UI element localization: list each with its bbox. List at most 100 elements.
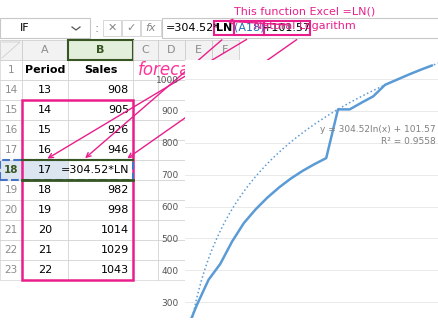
Text: E: E [194,45,201,55]
Text: 21: 21 [38,245,52,255]
Bar [0,200,22,220]
Bar [0,180,22,200]
Bar [22,200,68,220]
Bar [162,18,438,38]
Text: ✓: ✓ [126,23,135,33]
Bar [0,40,22,60]
Text: 23: 23 [4,265,18,275]
Text: 13: 13 [38,85,52,95]
Bar [141,20,161,36]
Text: 18: 18 [38,185,52,195]
Bar [22,180,68,200]
Bar [233,21,263,35]
Text: A: A [41,45,49,55]
Text: 16: 16 [4,125,18,135]
Text: 1: 1 [8,65,14,75]
Bar [0,120,22,140]
Bar [158,260,184,280]
Bar [213,21,233,35]
Bar [68,260,133,280]
Bar [68,160,133,180]
Bar [158,240,184,260]
Bar [212,160,238,180]
Text: y = 304.52ln(x) + 101.57
R² = 0.9558: y = 304.52ln(x) + 101.57 R² = 0.9558 [319,124,434,146]
Text: 15: 15 [4,105,18,115]
Text: 1014: 1014 [101,225,129,235]
Bar [0,140,22,160]
Bar [184,240,212,260]
Bar [22,60,68,80]
Bar [133,120,158,140]
Bar [263,21,309,35]
Text: 982: 982 [107,185,129,195]
Text: 908: 908 [107,85,129,95]
Bar [212,220,238,240]
Bar [184,40,212,60]
Bar [0,260,22,280]
Bar [158,60,184,80]
Bar [22,40,68,60]
Bar [68,200,133,220]
Bar [133,80,158,100]
Bar [184,120,212,140]
Bar [22,80,68,100]
Text: D: D [167,45,175,55]
Bar [133,260,158,280]
Bar [133,200,158,220]
Bar [133,40,158,60]
Bar [68,220,133,240]
Bar [158,40,184,60]
Bar [212,120,238,140]
Bar [212,80,238,100]
Bar [184,180,212,200]
Bar [133,220,158,240]
Bar [158,80,184,100]
Bar [68,140,133,160]
Text: 926: 926 [107,125,129,135]
Text: B: B [96,45,104,55]
Text: 20: 20 [4,205,18,215]
Text: 22: 22 [38,265,52,275]
Text: 946: 946 [107,145,129,155]
Bar [133,160,158,180]
Text: 16: 16 [38,145,52,155]
Bar [0,100,22,120]
Bar [0,240,22,260]
Text: 22: 22 [4,245,18,255]
Bar [68,60,133,80]
Bar [212,60,238,80]
Bar [212,200,238,220]
Bar [184,60,212,80]
Text: +101.57: +101.57 [262,23,311,33]
Bar [158,120,184,140]
Text: LN: LN [215,23,232,33]
Text: 905: 905 [108,105,129,115]
Bar [184,160,212,180]
Bar [68,40,133,60]
Text: This function Excel =LN()
Natural Logarithm: This function Excel =LN() Natural Logari… [234,7,375,31]
Bar [212,40,238,60]
Text: 15: 15 [38,125,52,135]
Text: 20: 20 [38,225,52,235]
Bar [122,20,140,36]
Text: 19: 19 [38,205,52,215]
Bar [22,240,68,260]
Bar [184,100,212,120]
Bar [133,60,158,80]
Bar [158,220,184,240]
Text: 1043: 1043 [101,265,129,275]
Bar [22,260,68,280]
Bar [212,240,238,260]
Text: 19: 19 [4,185,18,195]
Bar [22,100,68,120]
Bar [0,18,90,38]
Bar [184,200,212,220]
Bar [184,220,212,240]
Bar [184,80,212,100]
Bar [212,140,238,160]
Text: 21: 21 [4,225,18,235]
Bar [0,160,22,180]
Bar [184,140,212,160]
Bar [158,200,184,220]
Text: (A18): (A18) [233,23,264,33]
